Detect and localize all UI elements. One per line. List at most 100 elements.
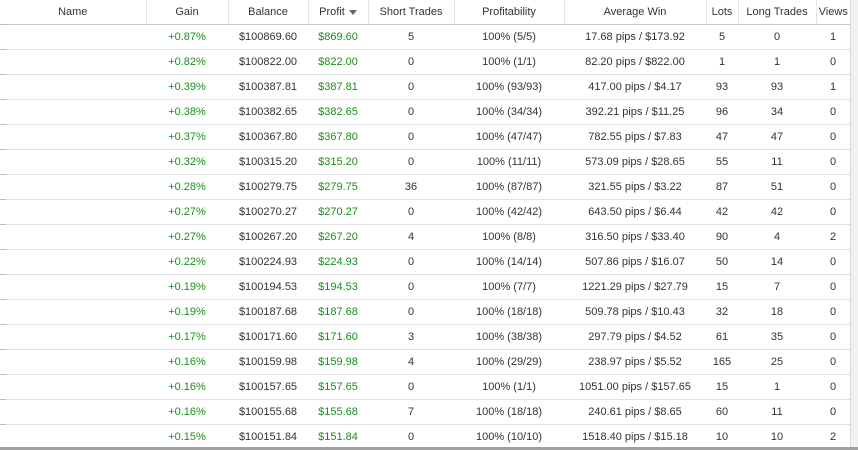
cell-name[interactable]	[0, 424, 146, 450]
cell-profit: $382.65	[308, 99, 368, 125]
table-row[interactable]: +0.15% $100151.84 $151.84 0 100% (10/10) 1518…	[0, 424, 850, 450]
cell-profitability: 100% (87/87)	[454, 174, 564, 200]
table-row[interactable]: +0.22% $100224.93 $224.93 0 100% (14/14) 507.…	[0, 249, 850, 275]
cell-lots: 87	[706, 174, 738, 200]
cell-short-trades: 0	[368, 124, 454, 150]
table-row[interactable]: +0.38% $100382.65 $382.65 0 100% (34/34) 392.…	[0, 99, 850, 125]
cell-profitability: 100% (1/1)	[454, 374, 564, 400]
cell-profit: $224.93	[308, 249, 368, 275]
cell-balance: $100367.80	[228, 124, 308, 150]
cell-average-win: 643.50 pips / $6.44	[564, 199, 706, 225]
cell-name[interactable]	[0, 249, 146, 275]
column-header-views[interactable]: Views	[815, 0, 850, 25]
column-header-short-trades[interactable]: Short Trades	[367, 0, 454, 25]
cell-lots: 50	[706, 249, 738, 275]
cell-name[interactable]	[0, 224, 146, 250]
cell-name[interactable]	[0, 49, 146, 75]
cell-views: 0	[816, 99, 850, 125]
table-row[interactable]: +0.27% $100270.27 $270.27 0 100% (42/42) 643.…	[0, 199, 850, 225]
row-tick	[0, 274, 6, 275]
column-header-profitability[interactable]: Profitability	[453, 0, 564, 25]
cell-profit: $367.80	[308, 124, 368, 150]
cell-lots: 5	[706, 24, 738, 50]
cell-gain: +0.19%	[146, 274, 228, 300]
cell-long-trades: 1	[738, 49, 816, 75]
cell-average-win: 1518.40 pips / $15.18	[564, 424, 706, 450]
row-tick	[0, 374, 6, 375]
cell-long-trades: 4	[738, 224, 816, 250]
table-row[interactable]: +0.39% $100387.81 $387.81 0 100% (93/93) 417.…	[0, 74, 850, 100]
cell-name[interactable]	[0, 199, 146, 225]
cell-profitability: 100% (8/8)	[454, 224, 564, 250]
cell-name[interactable]	[0, 24, 146, 50]
cell-short-trades: 7	[368, 399, 454, 425]
table-row[interactable]: +0.16% $100155.68 $155.68 7 100% (18/18) 240.…	[0, 399, 850, 425]
cell-views: 0	[816, 324, 850, 350]
cell-name[interactable]	[0, 174, 146, 200]
cell-lots: 1	[706, 49, 738, 75]
column-header-average-win[interactable]: Average Win	[563, 0, 706, 25]
table-row[interactable]: +0.19% $100194.53 $194.53 0 100% (7/7) 1221.2…	[0, 274, 850, 300]
table-row[interactable]: +0.27% $100267.20 $267.20 4 100% (8/8) 316.50…	[0, 224, 850, 250]
cell-name[interactable]	[0, 299, 146, 325]
column-header-gain[interactable]: Gain	[145, 0, 228, 25]
cell-name[interactable]	[0, 74, 146, 100]
cell-name[interactable]	[0, 99, 146, 125]
cell-lots: 55	[706, 149, 738, 175]
cell-balance: $100387.81	[228, 74, 308, 100]
cell-long-trades: 14	[738, 249, 816, 275]
column-header-long-trades[interactable]: Long Trades	[737, 0, 816, 25]
table-row[interactable]: +0.17% $100171.60 $171.60 3 100% (38/38) 297.…	[0, 324, 850, 350]
cell-lots: 60	[706, 399, 738, 425]
cell-long-trades: 93	[738, 74, 816, 100]
row-tick	[0, 24, 6, 25]
cell-long-trades: 7	[738, 274, 816, 300]
cell-name[interactable]	[0, 374, 146, 400]
cell-lots: 165	[706, 349, 738, 375]
cell-long-trades: 1	[738, 374, 816, 400]
cell-name[interactable]	[0, 274, 146, 300]
table-row[interactable]: +0.87% $100869.60 $869.60 5 100% (5/5) 17.68 …	[0, 24, 850, 50]
column-header-profit[interactable]: Profit	[307, 0, 368, 25]
sort-desc-icon	[348, 9, 357, 15]
cell-balance: $100267.20	[228, 224, 308, 250]
cell-balance: $100151.84	[228, 424, 308, 450]
table-row[interactable]: +0.82% $100822.00 $822.00 0 100% (1/1) 82.20 …	[0, 49, 850, 75]
cell-gain: +0.27%	[146, 224, 228, 250]
cell-profit: $279.75	[308, 174, 368, 200]
cell-views: 0	[816, 299, 850, 325]
cell-name[interactable]	[0, 399, 146, 425]
cell-short-trades: 3	[368, 324, 454, 350]
column-header-lots[interactable]: Lots	[705, 0, 738, 25]
column-header-name[interactable]: Name	[0, 0, 146, 25]
cell-balance: $100279.75	[228, 174, 308, 200]
cell-long-trades: 51	[738, 174, 816, 200]
table-row[interactable]: +0.19% $100187.68 $187.68 0 100% (18/18) 509.…	[0, 299, 850, 325]
cell-profitability: 100% (34/34)	[454, 99, 564, 125]
cell-gain: +0.28%	[146, 174, 228, 200]
table-row[interactable]: +0.32% $100315.20 $315.20 0 100% (11/11) 573.…	[0, 149, 850, 175]
table-row[interactable]: +0.16% $100159.98 $159.98 4 100% (29/29) 238.…	[0, 349, 850, 375]
cell-views: 2	[816, 224, 850, 250]
bottom-divider	[0, 447, 858, 450]
cell-name[interactable]	[0, 149, 146, 175]
cell-profit: $270.27	[308, 199, 368, 225]
cell-short-trades: 4	[368, 349, 454, 375]
cell-average-win: 573.09 pips / $28.65	[564, 149, 706, 175]
cell-name[interactable]	[0, 349, 146, 375]
table-row[interactable]: +0.28% $100279.75 $279.75 36 100% (87/87) 321…	[0, 174, 850, 200]
table-row[interactable]: +0.16% $100157.65 $157.65 0 100% (1/1) 1051.0…	[0, 374, 850, 400]
column-header-balance[interactable]: Balance	[227, 0, 308, 25]
vertical-scrollbar[interactable]	[850, 0, 858, 450]
cell-profit: $155.68	[308, 399, 368, 425]
table-row[interactable]: +0.37% $100367.80 $367.80 0 100% (47/47) 782.…	[0, 124, 850, 150]
cell-profitability: 100% (18/18)	[454, 299, 564, 325]
cell-long-trades: 47	[738, 124, 816, 150]
cell-lots: 47	[706, 124, 738, 150]
cell-name[interactable]	[0, 124, 146, 150]
cell-average-win: 392.21 pips / $11.25	[564, 99, 706, 125]
cell-balance: $100155.68	[228, 399, 308, 425]
cell-gain: +0.82%	[146, 49, 228, 75]
cell-name[interactable]	[0, 324, 146, 350]
cell-short-trades: 0	[368, 149, 454, 175]
